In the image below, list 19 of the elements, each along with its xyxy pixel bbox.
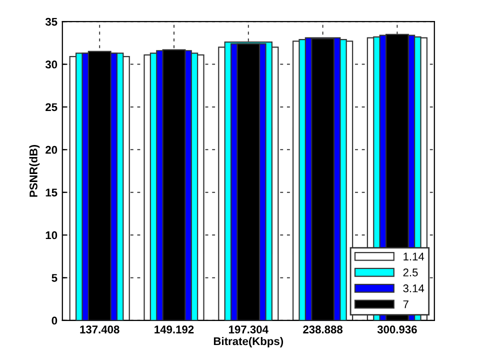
x-tick-label: 300.936	[377, 326, 417, 334]
legend-label: 3.14	[403, 284, 424, 292]
legend-label: 1.14	[404, 252, 424, 260]
y-tick-label: 25	[46, 103, 58, 112]
x-axis-title: Bitrate(Kbps)	[214, 337, 284, 348]
y-tick-label: 5	[52, 274, 58, 282]
y-tick-label: 10	[46, 231, 58, 240]
y-tick-label: 35	[45, 18, 58, 26]
y-tick-label: 15	[46, 188, 58, 196]
y-tick-label: 20	[46, 146, 58, 154]
x-tick-label: 137.408	[80, 326, 120, 334]
x-tick-label: 197.304	[229, 326, 268, 334]
y-axis-title: PSNR(dB)	[29, 145, 40, 197]
x-tick-label: 149.192	[154, 326, 194, 334]
x-tick-label: 238.888	[303, 326, 343, 334]
y-tick-label: 30	[45, 60, 58, 68]
legend-label: 2.5	[403, 268, 418, 276]
y-tick-label: 0	[52, 316, 58, 325]
legend-label: 7	[403, 300, 408, 308]
